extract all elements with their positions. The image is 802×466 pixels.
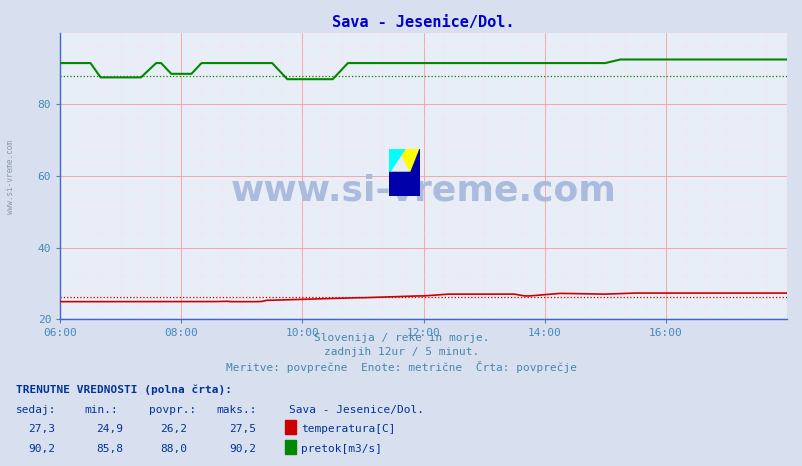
Text: pretok[m3/s]: pretok[m3/s] bbox=[301, 444, 382, 453]
Text: 27,3: 27,3 bbox=[28, 424, 55, 434]
Text: min.:: min.: bbox=[84, 405, 118, 415]
Text: 27,5: 27,5 bbox=[229, 424, 256, 434]
Polygon shape bbox=[389, 172, 411, 196]
Text: 24,9: 24,9 bbox=[96, 424, 124, 434]
Polygon shape bbox=[389, 149, 398, 172]
Text: temperatura[C]: temperatura[C] bbox=[301, 424, 395, 434]
Polygon shape bbox=[398, 149, 419, 172]
Title: Sava - Jesenice/Dol.: Sava - Jesenice/Dol. bbox=[332, 15, 514, 30]
Text: sedaj:: sedaj: bbox=[16, 405, 56, 415]
Text: 26,2: 26,2 bbox=[160, 424, 188, 434]
Text: maks.:: maks.: bbox=[217, 405, 257, 415]
Text: Sava - Jesenice/Dol.: Sava - Jesenice/Dol. bbox=[289, 405, 423, 415]
Text: povpr.:: povpr.: bbox=[148, 405, 196, 415]
Text: 90,2: 90,2 bbox=[229, 444, 256, 453]
Text: TRENUTNE VREDNOSTI (polna črta):: TRENUTNE VREDNOSTI (polna črta): bbox=[16, 384, 232, 395]
Text: Slovenija / reke in morje.: Slovenija / reke in morje. bbox=[314, 333, 488, 343]
Text: 88,0: 88,0 bbox=[160, 444, 188, 453]
Text: zadnjih 12ur / 5 minut.: zadnjih 12ur / 5 minut. bbox=[323, 347, 479, 357]
Polygon shape bbox=[389, 149, 404, 172]
Text: www.si-vreme.com: www.si-vreme.com bbox=[6, 140, 14, 214]
Text: 85,8: 85,8 bbox=[96, 444, 124, 453]
Text: 90,2: 90,2 bbox=[28, 444, 55, 453]
Text: Meritve: povprečne  Enote: metrične  Črta: povprečje: Meritve: povprečne Enote: metrične Črta:… bbox=[225, 361, 577, 373]
Text: www.si-vreme.com: www.si-vreme.com bbox=[230, 173, 616, 207]
Polygon shape bbox=[389, 149, 419, 196]
